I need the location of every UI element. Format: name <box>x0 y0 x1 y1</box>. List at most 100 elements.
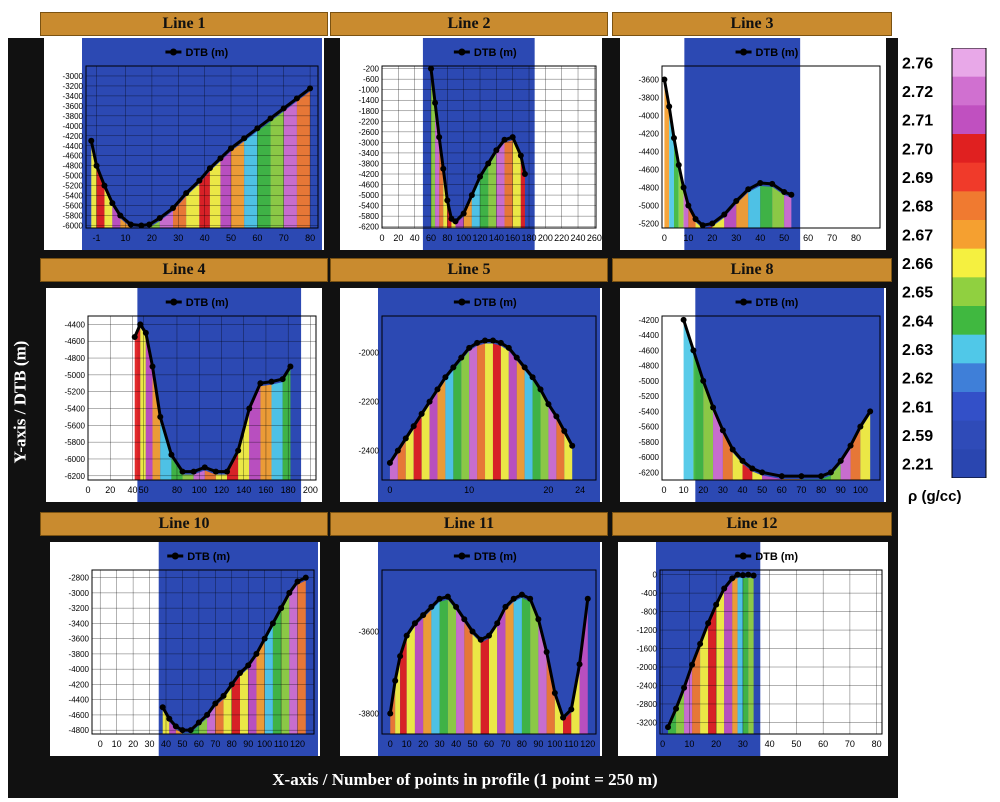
y-tick-label: -6200 <box>65 472 86 481</box>
y-tick-label: -6000 <box>65 455 86 464</box>
colorbar-label: 2.65 <box>902 285 933 302</box>
density-fill <box>722 433 733 480</box>
dtb-point <box>428 603 435 610</box>
x-tick-label: 20 <box>418 739 428 749</box>
density-fill <box>676 690 685 734</box>
density-fill <box>257 121 271 228</box>
y-tick-label: -2400 <box>637 681 658 690</box>
colorbar-label: 2.71 <box>902 113 933 130</box>
colorbar-label: 2.61 <box>902 399 933 416</box>
dtb-point <box>212 700 219 707</box>
y-tick-label: -2000 <box>359 349 380 358</box>
dtb-point <box>493 147 500 154</box>
density-fill <box>742 577 749 734</box>
chart-svg: 0 20 40 50 80 100 120 140 160 180 200 -4400 -4600 -48… <box>65 288 318 502</box>
legend: DTB (m) <box>165 297 229 309</box>
dtb-point <box>170 205 176 212</box>
dtb-point <box>187 727 194 734</box>
x-tick-label: 30 <box>435 739 445 749</box>
x-tick-label: 200 <box>538 233 553 243</box>
y-tick-label: -3200 <box>637 718 658 727</box>
y-tick-label: -3000 <box>69 589 90 598</box>
density-fill <box>264 626 273 734</box>
legend-label: DTB (m) <box>756 47 799 59</box>
x-tick-label: 0 <box>387 485 392 495</box>
dtb-point <box>450 364 457 371</box>
legend: DTB (m) <box>735 47 799 59</box>
colorbar-label: 2.64 <box>902 313 933 330</box>
colorbar-label: 2.69 <box>902 170 933 187</box>
density-fill <box>186 183 200 228</box>
legend: DTB (m) <box>735 297 799 309</box>
density-fill <box>480 638 489 734</box>
dtb-point <box>254 125 261 132</box>
dtb-point <box>138 222 145 229</box>
x-tick-label: 60 <box>777 485 787 495</box>
x-tick-label: 80 <box>442 233 452 243</box>
dtb-point <box>466 344 473 351</box>
panel-title: Line 4 <box>40 258 328 282</box>
density-fill <box>521 597 531 734</box>
x-tick-label: 20 <box>698 485 708 495</box>
dtb-point <box>440 165 447 172</box>
colorbar: 2.76 2.72 2.71 2.70 2.69 2.68 2.67 2.66 2.65 2.64… <box>902 48 987 478</box>
dtb-point <box>453 603 460 610</box>
dtb-point <box>521 171 528 177</box>
density-fill <box>736 192 749 228</box>
x-tick-label: 80 <box>305 233 315 243</box>
x-tick-label: 70 <box>210 739 220 749</box>
chart-svg: 0 10 20 30 40 50 60 70 80 -3600 -3800 -4000 -4200 -44… <box>639 38 881 250</box>
density-fill <box>296 91 311 228</box>
dtb-point <box>228 681 235 688</box>
dtb-point <box>452 218 459 225</box>
density-fill <box>752 471 763 480</box>
chart-panel: 0 20 40 60 80 100 120 140 160 180 200 220 240 260 -200… <box>340 38 602 250</box>
legend-label: DTB (m) <box>474 551 517 563</box>
density-fill <box>413 416 422 480</box>
density-fill <box>579 601 588 734</box>
dtb-point <box>245 662 252 669</box>
dtb-point <box>739 457 746 464</box>
x-tick-label: 40 <box>765 739 775 749</box>
x-tick-label: 80 <box>872 739 882 749</box>
y-tick-label: -5400 <box>63 192 84 201</box>
density-fill <box>182 474 194 480</box>
legend: DTB (m) <box>167 551 230 563</box>
plot-frame <box>661 315 881 481</box>
density-fill <box>249 386 261 480</box>
dtb-point <box>750 572 757 579</box>
x-tick-label: 180 <box>522 233 537 243</box>
plot-frame <box>659 569 883 735</box>
dtb-point <box>461 616 468 623</box>
y-tick-label: -5200 <box>63 182 84 191</box>
y-tick-label: -4600 <box>359 181 380 190</box>
panel-title: Line 12 <box>612 512 892 536</box>
dtb-point <box>569 442 576 449</box>
dtb-point <box>680 316 687 323</box>
plot-frame <box>381 569 597 735</box>
y-tick-label: -3000 <box>63 72 84 81</box>
x-tick-label: 110 <box>274 739 288 749</box>
dtb-point <box>705 620 712 627</box>
dtb-point <box>535 616 542 623</box>
dtb-point <box>117 212 124 219</box>
x-tick-label: 30 <box>738 739 748 749</box>
dtb-point <box>867 408 874 415</box>
y-tick-label: -3800 <box>69 650 90 659</box>
y-tick-label: -4400 <box>63 142 84 151</box>
colorbar-swatch <box>952 392 986 422</box>
density-fill <box>732 577 738 734</box>
density-fill <box>96 168 105 228</box>
density-fill <box>406 626 415 734</box>
dtb-point <box>477 636 484 643</box>
y-tick-label: -3400 <box>63 92 84 101</box>
colorbar-swatch <box>952 76 986 106</box>
y-tick-label: -4800 <box>639 362 660 371</box>
plot-frame <box>381 315 597 481</box>
dtb-point <box>670 135 677 141</box>
chart-svg: 0 10 20 30 40 50 60 70 80 90 100 110 120 -3600 -3800 DT… <box>359 542 600 756</box>
dtb-point <box>729 575 736 582</box>
density-fill <box>112 206 121 228</box>
legend-label: DTB (m) <box>755 551 798 563</box>
dtb-point <box>666 103 673 110</box>
